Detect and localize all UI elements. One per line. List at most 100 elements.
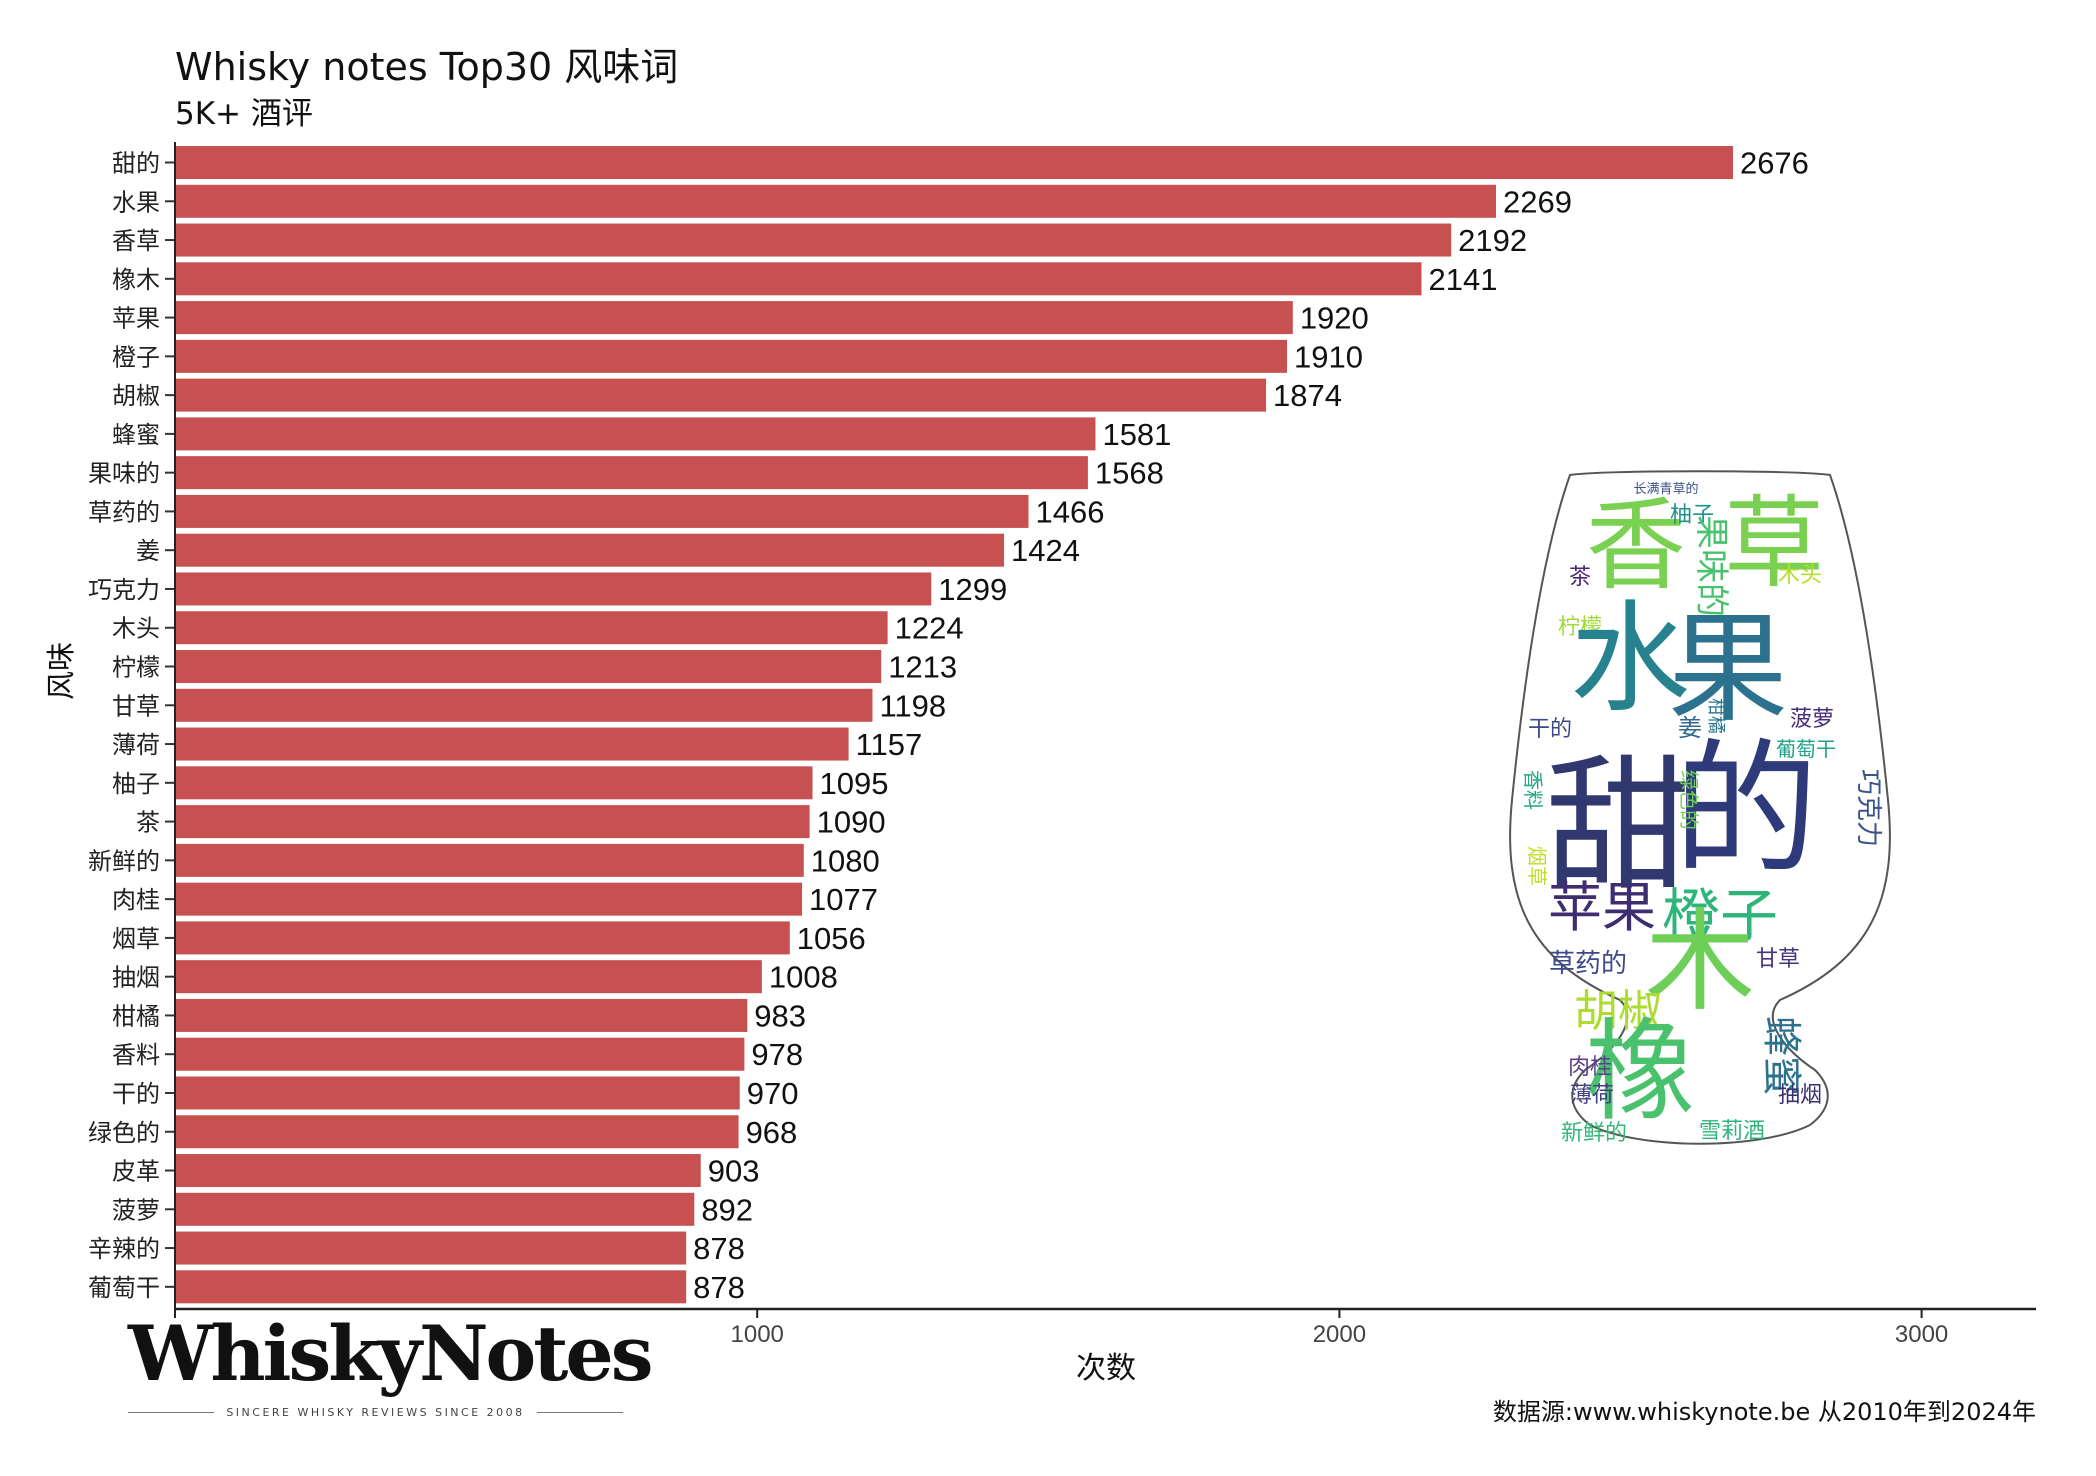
logo-tagline: SINCERE WHISKY REVIEWS SINCE 2008 — [226, 1406, 525, 1419]
bar-甜的 — [175, 146, 1733, 179]
bar-甘草 — [175, 688, 873, 722]
data-source-note: 数据源:www.whiskynote.be 从2010年到2024年 — [1492, 1398, 2036, 1426]
word-cloud-term: 新鲜的 — [1561, 1121, 1627, 1146]
word-cloud-term: 巧克力 — [1853, 769, 1883, 847]
word-cloud-term: 胡椒 — [1574, 986, 1662, 1037]
y-tick-label: 新鲜的 — [88, 847, 160, 875]
word-cloud-term: 菠萝 — [1790, 707, 1834, 732]
tagline-rule-right — [536, 1412, 623, 1413]
bar-柑橘 — [175, 998, 748, 1032]
word-cloud-term: 柠檬 — [1558, 615, 1602, 640]
y-tick-label: 香草 — [112, 227, 160, 255]
bar-抽烟 — [175, 960, 762, 994]
bar-辛辣的 — [175, 1231, 687, 1265]
word-cloud-term: 茶 — [1569, 565, 1591, 590]
value-label: 878 — [693, 1231, 745, 1266]
bar-柠檬 — [175, 650, 882, 684]
chart-title: Whisky notes Top30 风味词 — [175, 45, 679, 89]
x-axis-label: 次数 — [1076, 1351, 1136, 1386]
word-cloud-term: 橙子 — [1662, 882, 1778, 950]
bar-蜂蜜 — [175, 417, 1096, 451]
bar-茶 — [175, 805, 810, 839]
y-tick-label: 苹果 — [112, 305, 160, 333]
bar-皮革 — [175, 1154, 701, 1188]
value-label: 1581 — [1102, 417, 1171, 452]
word-cloud-term: 甜 — [1546, 742, 1691, 911]
value-label: 1056 — [797, 921, 866, 956]
word-cloud-term: 草 — [1724, 485, 1824, 602]
value-label: 2676 — [1740, 146, 1809, 181]
value-label: 1008 — [769, 960, 838, 995]
value-label: 1568 — [1095, 456, 1164, 491]
value-label: 2269 — [1503, 184, 1572, 219]
word-cloud-term: 果味的 — [1691, 515, 1731, 617]
y-tick-label: 辛辣的 — [88, 1235, 160, 1263]
y-tick-label: 木头 — [112, 615, 160, 643]
bar-橙子 — [175, 339, 1288, 373]
bar-姜 — [175, 533, 1005, 567]
bar-新鲜的 — [175, 843, 804, 877]
value-label: 1224 — [895, 611, 964, 646]
y-tick-label: 巧克力 — [88, 576, 160, 604]
chart-subtitle: 5K+ 酒评 — [175, 96, 313, 132]
y-tick-label: 甜的 — [112, 150, 160, 178]
value-label: 970 — [747, 1076, 799, 1111]
value-label: 892 — [701, 1192, 753, 1227]
bar-香草 — [175, 223, 1452, 257]
value-label: 983 — [754, 998, 806, 1033]
value-label: 1424 — [1011, 533, 1080, 568]
y-tick-label: 菠萝 — [112, 1196, 160, 1224]
x-tick-label: 0 — [168, 1321, 181, 1348]
word-cloud-term: 果 — [1668, 600, 1788, 739]
word-cloud-term: 的 — [1674, 726, 1819, 895]
word-cloud-term: 葡萄干 — [1776, 737, 1836, 761]
y-tick-label: 烟草 — [112, 925, 160, 953]
bar-烟草 — [175, 921, 790, 955]
value-label: 1157 — [856, 727, 923, 762]
whiskynotes-logo: WhiskyNotes SINCERE WHISKY REVIEWS SINCE… — [128, 1316, 654, 1419]
bar-绿色的 — [175, 1115, 739, 1149]
word-cloud-term: 长满青草的 — [1633, 481, 1698, 497]
bar-薄荷 — [175, 727, 849, 761]
value-label: 968 — [746, 1115, 798, 1150]
y-tick-label: 柠檬 — [112, 654, 160, 682]
y-tick-label: 薄荷 — [112, 731, 160, 759]
word-cloud-term: 水 — [1570, 590, 1690, 729]
y-axis-label: 风味 — [44, 641, 78, 700]
word-cloud-term: 苹果 — [1548, 876, 1656, 939]
value-label: 1910 — [1294, 339, 1363, 374]
y-tick-label: 果味的 — [88, 460, 160, 488]
logo-tagline-row: SINCERE WHISKY REVIEWS SINCE 2008 — [128, 1406, 623, 1419]
tagline-rule-left — [128, 1412, 215, 1413]
value-label: 1213 — [888, 650, 957, 685]
glencairn-glass-outline — [1509, 470, 1891, 1145]
word-cloud-term: 绿色的 — [1677, 770, 1701, 830]
y-tick-label: 胡椒 — [112, 382, 160, 410]
bar-巧克力 — [175, 572, 932, 606]
value-label: 1920 — [1300, 301, 1369, 336]
value-label: 1095 — [820, 766, 889, 801]
word-cloud-term: 木头 — [1778, 563, 1822, 588]
value-label: 1874 — [1273, 378, 1342, 413]
word-cloud-term: 薄荷 — [1570, 1083, 1614, 1108]
bar-木头 — [175, 611, 888, 645]
bar-苹果 — [175, 301, 1293, 335]
y-tick-label: 蜂蜜 — [112, 421, 160, 449]
bar-胡椒 — [175, 378, 1267, 412]
word-cloud-term: 木 — [1645, 898, 1755, 1026]
bar-果味的 — [175, 456, 1088, 490]
y-tick-label: 茶 — [136, 809, 160, 837]
word-cloud-term: 抽烟 — [1778, 1083, 1822, 1108]
x-tick-label: 3000 — [1895, 1321, 1948, 1348]
value-label: 1466 — [1036, 494, 1105, 529]
word-cloud-term: 香料 — [1521, 770, 1545, 810]
value-label: 1299 — [938, 572, 1007, 607]
value-label: 2192 — [1458, 223, 1527, 258]
y-tick-label: 香料 — [112, 1041, 160, 1069]
word-cloud-term: 雪莉酒 — [1699, 1119, 1765, 1144]
word-cloud-term: 橡 — [1585, 1008, 1695, 1136]
word-cloud-term: 蜂蜜 — [1758, 1016, 1804, 1096]
x-tick-label: 1000 — [731, 1321, 784, 1348]
y-tick-label: 甘草 — [112, 692, 160, 720]
